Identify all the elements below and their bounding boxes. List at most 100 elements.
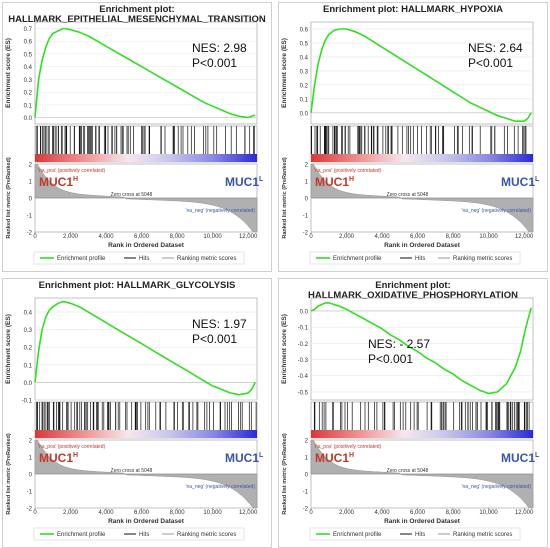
- metric-ytick-label: 2: [305, 439, 309, 445]
- nes-value: NES: 2.64: [468, 41, 523, 55]
- x-tick-label: 4,000: [375, 234, 391, 240]
- es-ytick-label: 0.1: [300, 97, 309, 103]
- x-tick-label: 4,000: [99, 234, 115, 240]
- panel-border: [2, 2, 272, 272]
- gsea-panel-glycolysis: Enrichment plot: HALLMARK_GLYCOLYSIS 0.4 0…: [2, 278, 272, 548]
- es-ytick-label: -0.1: [22, 399, 33, 405]
- es-ytick-label: 0.5: [24, 52, 33, 58]
- pos-annotation: 'na_pos' (positively correlated): [38, 168, 106, 174]
- metric-ytick-label: -2: [27, 231, 33, 237]
- es-ytick-label: 0.5: [300, 41, 309, 47]
- muc1-high-label: MUC1H: [39, 175, 78, 189]
- x-tick-label: 8,000: [170, 510, 186, 516]
- chart-title-line1: Enrichment plot:: [99, 4, 174, 15]
- chart-title-line1: Enrichment plot:: [375, 280, 450, 291]
- nes-value: NES: 1.97: [192, 317, 247, 331]
- es-axis-label: Enrichment score (ES): [5, 314, 12, 384]
- es-axis-label: Enrichment score (ES): [281, 314, 288, 384]
- es-ytick-label: 0.4: [300, 55, 309, 61]
- es-ytick-label: 0.1: [24, 363, 33, 369]
- chart-svg: Enrichment plot:HALLMARK_OXIDATIVE_PHOSP…: [278, 278, 548, 548]
- nes-value: NES: 2.98: [192, 41, 247, 55]
- x-tick-label: 8,000: [446, 510, 462, 516]
- x-tick-label: 6,000: [134, 510, 150, 516]
- x-tick-label: 10,000: [479, 510, 498, 516]
- chart-svg: Enrichment plot: HALLMARK_HYPOXIA 0.6 0.5 0…: [278, 2, 548, 272]
- es-ytick-label: 0.3: [300, 69, 309, 75]
- muc1-low-label: MUC1L: [225, 451, 264, 465]
- x-tick-label: 6,000: [410, 234, 426, 240]
- es-ytick-label: -0.4: [298, 374, 309, 380]
- es-ytick-label: 0.4: [24, 311, 33, 317]
- metric-axis-label: Ranked list metric (PreRanked): [6, 157, 12, 238]
- metric-ytick-label: 0: [29, 197, 33, 203]
- legend-box: [33, 527, 245, 541]
- pos-annotation: 'na_pos' (positively correlated): [38, 444, 106, 450]
- metric-ytick-label: 1: [29, 456, 33, 462]
- metric-ytick-label: 2: [305, 163, 309, 169]
- zero-cross-annotation: Zero cross at 5048: [387, 468, 429, 474]
- metric-ytick-label: -1: [303, 490, 309, 496]
- muc1-low-label: MUC1L: [501, 175, 540, 189]
- neg-annotation: 'na_neg' (negatively correlated): [462, 484, 532, 490]
- x-tick-label: 8,000: [446, 234, 462, 240]
- chart-title-line1: Enrichment plot: HALLMARK_HYPOXIA: [323, 4, 503, 15]
- metric-axis-label: Ranked list metric (PreRanked): [282, 157, 288, 238]
- chart-svg: Enrichment plot:HALLMARK_EPITHELIAL_MESE…: [2, 2, 272, 272]
- legend-metric-label: Ranking metric scores: [177, 532, 236, 538]
- panel-border: [278, 278, 548, 548]
- metric-ytick-label: 1: [305, 180, 309, 186]
- zero-cross-annotation: Zero cross at 5048: [111, 468, 153, 474]
- neg-annotation: 'na_neg' (negatively correlated): [186, 208, 256, 214]
- legend-hits-label: Hits: [139, 532, 149, 538]
- chart-title-line2: HALLMARK_EPITHELIAL_MESENCHYMAL_TRANSITI…: [8, 14, 266, 25]
- p-value: P<0.001: [192, 332, 237, 346]
- x-tick-label: 12,000: [239, 510, 258, 516]
- metric-ytick-label: -1: [27, 490, 33, 496]
- legend-box: [309, 251, 521, 265]
- legend-metric-label: Ranking metric scores: [177, 256, 236, 262]
- x-tick-label: 2,000: [63, 234, 79, 240]
- x-tick-label: 0: [309, 234, 313, 240]
- chart-title-line1: Enrichment plot: HALLMARK_GLYCOLYSIS: [39, 280, 236, 291]
- legend-metric-label: Ranking metric scores: [453, 256, 512, 262]
- metric-axis-label: Ranked list metric (PreRanked): [282, 433, 288, 514]
- legend-profile-label: Enrichment profile: [57, 532, 106, 538]
- x-axis-label: Rank in Ordered Dataset: [384, 242, 461, 249]
- x-tick-label: 4,000: [375, 510, 391, 516]
- metric-ytick-label: -2: [303, 507, 309, 513]
- es-curve: [34, 27, 256, 119]
- x-tick-label: 12,000: [515, 510, 534, 516]
- x-tick-label: 0: [33, 234, 37, 240]
- legend-profile-label: Enrichment profile: [333, 532, 382, 538]
- heat-strip: [35, 430, 257, 438]
- es-ytick-label: 0.7: [24, 27, 33, 33]
- metric-ytick-label: -1: [27, 214, 33, 220]
- metric-ytick-label: 2: [29, 163, 33, 169]
- es-ytick-label: 0.6: [24, 40, 33, 46]
- neg-annotation: 'na_neg' (negatively correlated): [186, 484, 256, 490]
- metric-ytick-label: -2: [303, 231, 309, 237]
- pos-annotation: 'na_pos' (positively correlated): [314, 444, 382, 450]
- es-ytick-label: 0.0: [300, 309, 309, 315]
- es-curve: [310, 302, 532, 395]
- chart-svg: Enrichment plot: HALLMARK_GLYCOLYSIS 0.4 0…: [2, 278, 272, 548]
- zero-cross-annotation: Zero cross at 5048: [387, 192, 429, 198]
- muc1-high-label: MUC1H: [315, 175, 354, 189]
- es-ytick-label: 0.0: [300, 111, 309, 117]
- chart-title-line2: HALLMARK_OXIDATIVE_PHOSPHORYLATION: [308, 290, 518, 301]
- es-ytick-label: 0.1: [24, 103, 33, 109]
- metric-ytick-label: -2: [27, 507, 33, 513]
- es-ytick-label: -0.2: [298, 342, 309, 348]
- metric-ytick-label: 2: [29, 439, 33, 445]
- metric-ytick-label: 0: [305, 197, 309, 203]
- x-tick-label: 12,000: [239, 234, 258, 240]
- es-ytick-label: 0.0: [24, 381, 33, 387]
- muc1-high-label: MUC1H: [315, 451, 354, 465]
- x-tick-label: 2,000: [63, 510, 79, 516]
- es-ytick-label: 0.3: [24, 78, 33, 84]
- x-tick-label: 10,000: [203, 234, 222, 240]
- es-frame: [310, 297, 534, 401]
- metric-ytick-label: -1: [303, 214, 309, 220]
- x-tick-label: 8,000: [170, 234, 186, 240]
